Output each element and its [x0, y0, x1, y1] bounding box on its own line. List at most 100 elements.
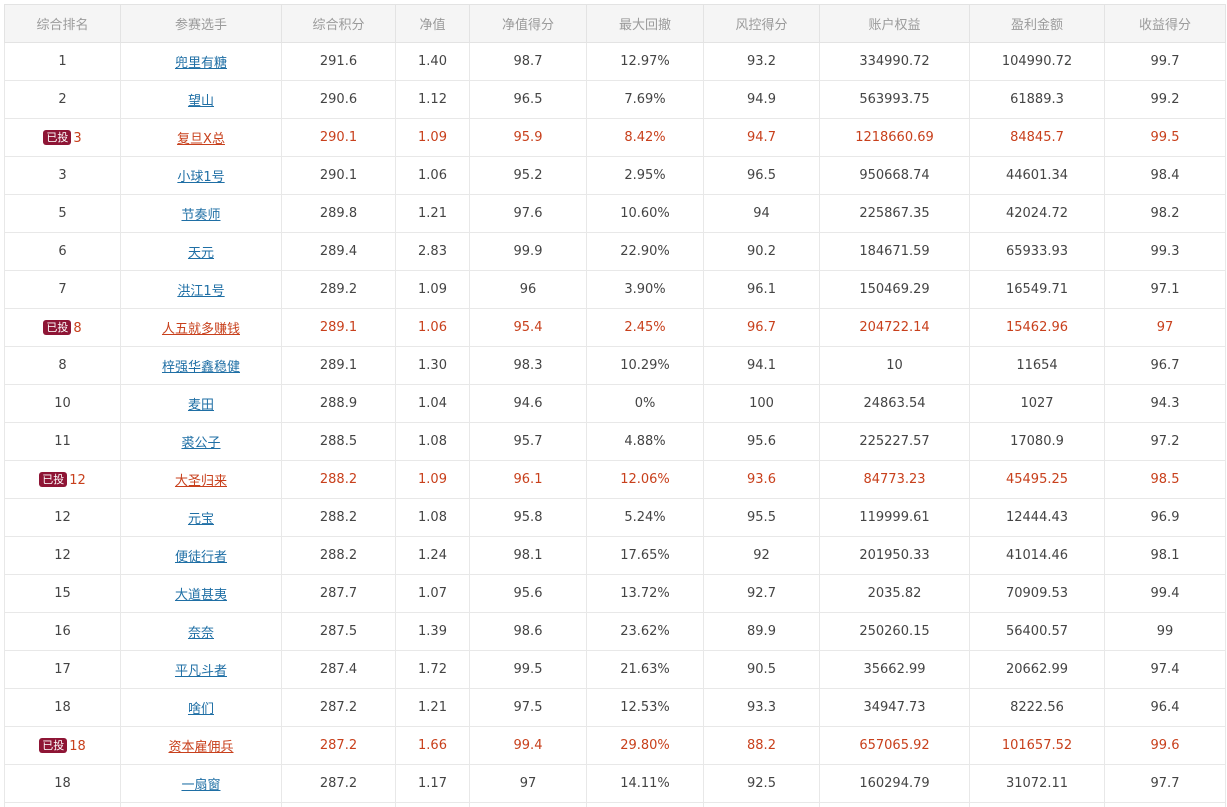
risk-score-cell: 90.2 [703, 232, 820, 271]
risk-score-cell: 95.5 [703, 498, 820, 537]
max-drawdown-cell: 10.29% [586, 346, 704, 385]
nav-cell: 1.07 [395, 574, 470, 613]
equity-cell: 201950.33 [819, 536, 970, 575]
table-row: 18 一扇窗 287.2 1.17 97 14.11% 92.5 160294.79 31072… [4, 764, 1226, 803]
nav-score-cell: 98.6 [469, 612, 587, 651]
nav-cell: 1.12 [395, 80, 470, 119]
player-link[interactable]: 兜里有糖 [174, 56, 227, 71]
risk-score-cell: 92 [703, 536, 820, 575]
return-score-cell: 98.2 [1104, 194, 1226, 233]
risk-score-cell: 92.5 [703, 764, 820, 803]
nav-score-cell: 97.6 [469, 194, 587, 233]
invested-badge: 已投 [43, 129, 72, 145]
max-drawdown-cell: 4.88% [586, 422, 704, 461]
rank-value: 11 [54, 434, 71, 449]
rank-value: 8 [73, 320, 82, 336]
rank-cell [4, 802, 121, 807]
table-row [4, 802, 1226, 807]
player-link[interactable]: 平凡斗者 [174, 664, 227, 679]
risk-score-cell: 94.1 [703, 346, 820, 385]
rank-value: 12 [69, 472, 86, 488]
score-cell: 287.5 [281, 612, 396, 651]
player-link[interactable]: 望山 [187, 94, 214, 109]
player-link[interactable]: 复旦X总 [177, 132, 225, 147]
profit-cell: 45495.25 [969, 460, 1105, 499]
table-row: 10 麦田 288.9 1.04 94.6 0% 100 24863.54 1027 94.3 [4, 384, 1226, 423]
player-link[interactable]: 节奏师 [181, 208, 221, 223]
risk-score-cell: 96.7 [703, 308, 820, 347]
header-risk-score: 风控得分 [703, 4, 820, 43]
rank-cell: 12 [4, 536, 121, 575]
rank-value: 8 [58, 358, 67, 373]
max-drawdown-cell: 12.06% [586, 460, 704, 499]
profit-cell: 42024.72 [969, 194, 1105, 233]
risk-score-cell: 94.7 [703, 118, 820, 157]
player-cell: 麦田 [120, 384, 282, 423]
nav-score-cell: 98.7 [469, 42, 587, 81]
player-link[interactable]: 啥们 [187, 702, 214, 717]
return-score-cell: 99.5 [1104, 118, 1226, 157]
table-row: 已投 3 复旦X总 290.1 1.09 95.9 8.42% 94.7 1218660.69 8… [4, 118, 1226, 157]
nav-score-cell [469, 802, 587, 807]
max-drawdown-cell: 2.45% [586, 308, 704, 347]
rank-cell: 1 [4, 42, 121, 81]
player-link[interactable]: 天元 [187, 246, 214, 261]
nav-cell: 1.17 [395, 764, 470, 803]
player-link[interactable]: 小球1号 [177, 170, 225, 185]
equity-cell: 563993.75 [819, 80, 970, 119]
rank-value: 18 [54, 700, 71, 715]
score-cell: 287.2 [281, 764, 396, 803]
player-link[interactable]: 大圣归来 [174, 474, 227, 489]
header-profit: 盈利金额 [969, 4, 1105, 43]
player-link[interactable]: 元宝 [187, 512, 214, 527]
player-link[interactable]: 奈奈 [187, 626, 214, 641]
rank-cell: 已投 8 [4, 308, 121, 347]
nav-score-cell: 98.1 [469, 536, 587, 575]
return-score-cell: 98.5 [1104, 460, 1226, 499]
score-cell: 288.5 [281, 422, 396, 461]
table-row: 18 啥们 287.2 1.21 97.5 12.53% 93.3 34947.73 8222.… [4, 688, 1226, 727]
equity-cell: 119999.61 [819, 498, 970, 537]
player-link[interactable]: 人五就多赚钱 [161, 322, 240, 337]
nav-score-cell: 96.5 [469, 80, 587, 119]
player-link[interactable]: 资本雇佣兵 [168, 740, 234, 755]
rank-cell: 已投 3 [4, 118, 121, 157]
player-cell: 啥们 [120, 688, 282, 727]
score-cell: 287.4 [281, 650, 396, 689]
nav-score-cell: 95.7 [469, 422, 587, 461]
nav-score-cell: 99.9 [469, 232, 587, 271]
table-row: 1 兜里有糖 291.6 1.40 98.7 12.97% 93.2 334990.72 104… [4, 42, 1226, 81]
player-link[interactable]: 裘公子 [181, 436, 221, 451]
return-score-cell: 99.7 [1104, 42, 1226, 81]
nav-cell: 2.83 [395, 232, 470, 271]
score-cell: 287.2 [281, 726, 396, 765]
player-link[interactable]: 洪江1号 [177, 284, 225, 299]
rank-cell: 10 [4, 384, 121, 423]
table-row: 15 大道甚夷 287.7 1.07 95.6 13.72% 92.7 2035.82 7090… [4, 574, 1226, 613]
equity-cell: 150469.29 [819, 270, 970, 309]
nav-cell: 1.24 [395, 536, 470, 575]
profit-cell: 65933.93 [969, 232, 1105, 271]
player-link[interactable]: 麦田 [187, 398, 214, 413]
invested-badge: 已投 [39, 471, 68, 487]
rank-cell: 18 [4, 688, 121, 727]
player-link[interactable]: 便徒行者 [174, 550, 227, 565]
table-row: 已投 8 人五就多赚钱 289.1 1.06 95.4 2.45% 96.7 204722.14… [4, 308, 1226, 347]
return-score-cell: 99.3 [1104, 232, 1226, 271]
equity-cell: 160294.79 [819, 764, 970, 803]
player-link[interactable]: 一扇窗 [181, 778, 221, 793]
player-link[interactable]: 大道甚夷 [174, 588, 227, 603]
player-link[interactable]: 梓强华鑫稳健 [161, 360, 240, 375]
profit-cell: 70909.53 [969, 574, 1105, 613]
ranking-table-container: 综合排名 参赛选手 综合积分 净值 净值得分 最大回撤 风控得分 账户权益 盈利… [4, 4, 1227, 807]
player-cell: 裘公子 [120, 422, 282, 461]
invested-badge: 已投 [39, 737, 68, 753]
max-drawdown-cell: 10.60% [586, 194, 704, 233]
return-score-cell: 99.2 [1104, 80, 1226, 119]
equity-cell [819, 802, 970, 807]
rank-value: 2 [58, 92, 67, 107]
player-cell: 梓强华鑫稳健 [120, 346, 282, 385]
rank-cell: 16 [4, 612, 121, 651]
risk-score-cell: 94.9 [703, 80, 820, 119]
risk-score-cell: 93.3 [703, 688, 820, 727]
